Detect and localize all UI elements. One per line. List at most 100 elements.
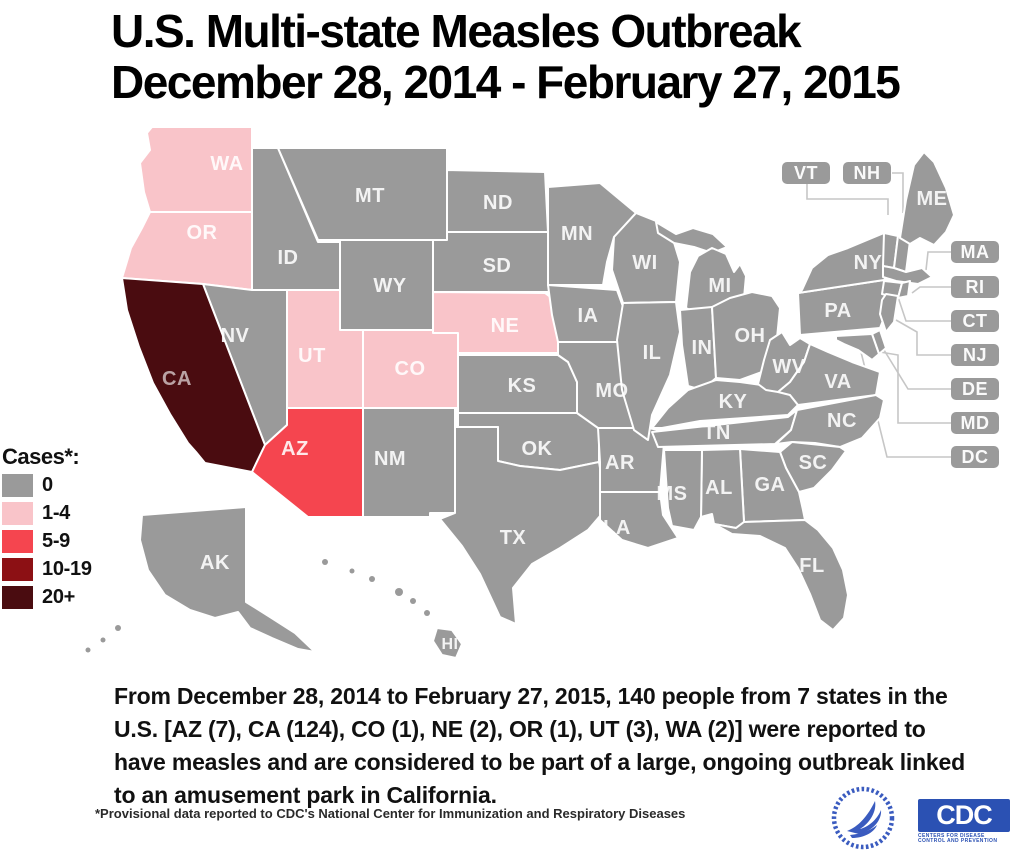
legend-swatch — [2, 502, 33, 525]
state-label-wa: WA — [210, 153, 243, 175]
state-nm — [362, 407, 456, 518]
state-callout-box-ri — [951, 276, 999, 298]
callout-leader-line — [883, 349, 951, 390]
state-label-mn: MN — [561, 223, 593, 245]
state-label-mo: MO — [595, 380, 628, 402]
state-label-me: ME — [917, 188, 948, 210]
legend-row-5-9: 5-9 — [2, 530, 92, 553]
callout-leader-line — [925, 251, 951, 271]
state-label-nc: NC — [827, 410, 857, 432]
state-label-id: ID — [278, 247, 299, 269]
state-label-tn: TN — [703, 422, 731, 444]
legend-swatch — [2, 530, 33, 553]
state-il — [616, 301, 681, 441]
state-callout-box-de — [951, 378, 999, 400]
state-ri — [897, 280, 911, 299]
state-label-il: IL — [643, 342, 662, 364]
state-label-ne: NE — [491, 315, 520, 337]
legend-label: 0 — [42, 474, 53, 496]
state-hi — [432, 627, 463, 659]
state-label-va: VA — [824, 371, 851, 393]
state-label-nm: NM — [374, 448, 406, 470]
legend-title: Cases*: — [2, 444, 80, 469]
state-callout-box-vt — [782, 162, 830, 184]
island-shape — [395, 588, 403, 596]
legend-row-10-19: 10-19 — [2, 558, 92, 581]
state-label-ut: UT — [298, 345, 326, 367]
page-title: U.S. Multi-state Measles Outbreak Decemb… — [111, 5, 901, 108]
state-wv — [757, 331, 811, 393]
state-callout-box-nj — [951, 344, 999, 366]
state-label-ia: IA — [578, 305, 599, 327]
title-line-1: U.S. Multi-state Measles Outbreak — [111, 5, 802, 57]
island-shape — [322, 559, 328, 565]
legend-label: 20+ — [42, 586, 76, 608]
state-label-nd: ND — [483, 192, 513, 214]
state-label-mi: MI — [708, 275, 731, 297]
state-label-co: CO — [395, 358, 426, 380]
state-callout-label-ri: RI — [966, 277, 985, 297]
legend-swatch — [2, 474, 33, 497]
callout-leader-line — [892, 172, 904, 213]
legend-row-1-4: 1-4 — [2, 502, 92, 525]
island-shape — [349, 568, 355, 574]
state-callout-box-dc — [951, 446, 999, 468]
state-label-la: LA — [603, 517, 631, 539]
state-callout-box-ct — [951, 310, 999, 332]
state-label-az: AZ — [281, 438, 309, 460]
state-callout-label-nj: NJ — [963, 345, 987, 365]
island-shape — [115, 625, 121, 631]
state-label-ks: KS — [508, 375, 537, 397]
state-ak — [139, 506, 316, 653]
island-shape — [424, 610, 430, 616]
state-callout-label-vt: VT — [794, 163, 818, 183]
cdc-logo-box: CDC — [918, 799, 1010, 832]
state-va — [777, 343, 881, 406]
legend-label: 1-4 — [42, 502, 71, 524]
state-fl — [713, 519, 849, 631]
state-label-wy: WY — [373, 275, 406, 297]
state-label-al: AL — [705, 477, 733, 499]
state-label-sc: SC — [799, 452, 828, 474]
callout-leader-line — [895, 319, 951, 356]
state-label-ny: NY — [854, 252, 883, 274]
state-label-ar: AR — [605, 452, 635, 474]
state-label-ga: GA — [755, 474, 786, 496]
state-callout-label-ma: MA — [961, 242, 990, 262]
state-label-nv: NV — [221, 325, 250, 347]
cdc-logo-tagline: CENTERS FOR DISEASE CONTROL AND PREVENTI… — [918, 833, 998, 844]
state-label-tx: TX — [500, 527, 527, 549]
state-nj — [879, 293, 899, 333]
state-callout-label-dc: DC — [962, 447, 989, 467]
state-label-ok: OK — [522, 438, 553, 460]
state-tx — [439, 426, 603, 625]
island-shape — [369, 576, 375, 582]
state-label-mt: MT — [355, 185, 385, 207]
legend-swatch — [2, 586, 33, 609]
callout-leader-line — [897, 296, 951, 322]
legend-items: 0 1-4 5-9 10-19 20+ — [2, 474, 92, 609]
hhs-eagle-logo-icon — [830, 785, 896, 851]
legend-swatch — [2, 558, 33, 581]
map-legend: Cases*: 0 1-4 5-9 10-19 20+ — [2, 444, 92, 614]
legend-row-0: 0 — [2, 474, 92, 497]
state-ma — [882, 265, 933, 285]
legend-label: 10-19 — [42, 558, 92, 580]
callout-leader-line — [806, 184, 889, 215]
state-callout-box-ma — [951, 241, 999, 263]
state-me — [899, 151, 955, 246]
state-label-oh: OH — [735, 325, 766, 347]
provisional-data-footnote: *Provisional data reported to CDC's Nati… — [95, 806, 686, 821]
state-callout-box-md — [951, 412, 999, 434]
state-miup — [655, 221, 728, 254]
callout-leader-line — [911, 286, 951, 294]
state-callout-label-nh: NH — [854, 163, 881, 183]
state-label-hi: HI — [442, 636, 459, 653]
state-la — [599, 491, 679, 549]
state-label-ky: KY — [719, 391, 748, 413]
state-ms — [663, 449, 703, 531]
state-label-fl: FL — [799, 555, 824, 577]
state-label-wi: WI — [632, 252, 657, 274]
state-label-sd: SD — [483, 255, 512, 277]
